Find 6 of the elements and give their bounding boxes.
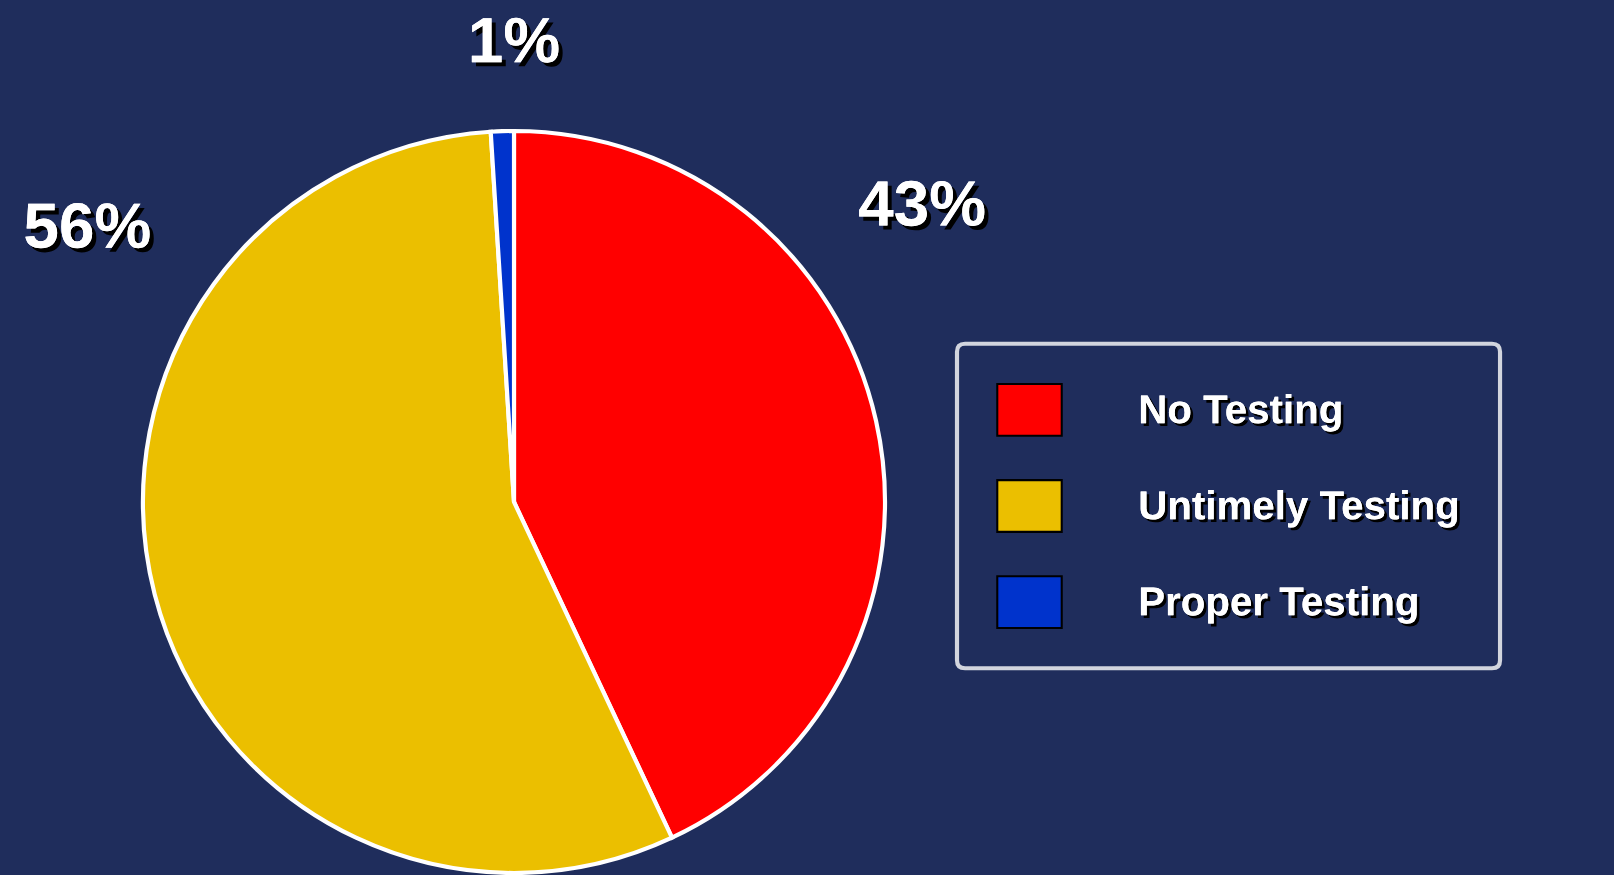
data-label: 1% xyxy=(471,17,563,67)
legend-label: Proper Testing xyxy=(1140,586,1420,627)
legend-label: No Testing xyxy=(1140,393,1344,435)
data-label: 56% xyxy=(25,203,154,253)
legend-label: Untimely Testing xyxy=(1140,490,1460,531)
data-label: 43% xyxy=(859,180,989,231)
